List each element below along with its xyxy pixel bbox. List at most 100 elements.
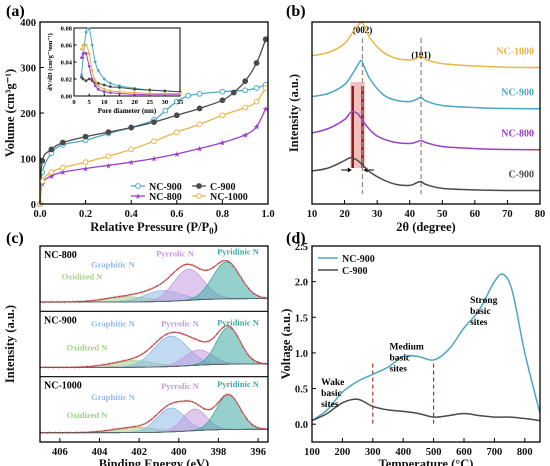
inset-data-point	[81, 77, 85, 81]
inset-frame	[73, 27, 181, 97]
data-point	[253, 60, 260, 66]
data-point	[48, 146, 55, 153]
y-tick-label: 0.0	[295, 420, 308, 431]
inset-data-point	[118, 86, 121, 89]
x-tick-label: 70	[502, 209, 513, 220]
panel-a-letter: (a)	[6, 3, 25, 20]
x-tick-label: 80	[535, 209, 546, 220]
data-point: ★	[242, 131, 249, 140]
raw-data	[39, 259, 269, 305]
inset-data-point	[93, 79, 97, 83]
inset-data-point	[90, 69, 94, 72]
region-annotation: basic	[390, 353, 411, 363]
data-point	[219, 97, 226, 104]
subpanel: NC-1000 Oxidized N Graphitic N Pyrrolic N Py…	[39, 376, 269, 435]
region-annotation: Wake	[321, 378, 344, 388]
component-label: Pyridinic N	[217, 318, 260, 328]
panel-d: (d) 100 200 300 400 500 600 700 800 0.0 0.5 1.0 1.5 2…	[279, 230, 541, 466]
x-tick-label: 400	[395, 447, 411, 458]
region-annotation: basic	[321, 389, 342, 399]
raw-data	[39, 392, 269, 435]
inset-data-point	[87, 64, 91, 68]
inset-x-tick-label: 5	[88, 99, 92, 106]
subpanel: NC-800 Oxidized N Graphitic N Pyrrolic N Pyr…	[39, 246, 269, 305]
series-label: NC-900	[501, 88, 534, 99]
region-annotation: Strong	[470, 296, 498, 306]
data-point	[82, 133, 89, 140]
inset-data-point	[84, 43, 88, 47]
shift-band	[350, 82, 365, 168]
inset-data-point	[102, 83, 106, 87]
component-label: Pyrrolic N	[156, 248, 195, 258]
data-point: ★	[196, 144, 203, 153]
series-label: NC-1000	[496, 47, 534, 58]
y-tick-label: 2.5	[295, 242, 308, 253]
series-label: NC-800	[501, 129, 534, 140]
subpanel-label: NC-1000	[44, 381, 82, 392]
x-tick-label: 500	[426, 447, 442, 458]
inset-data-point	[178, 92, 182, 95]
inset-data-point	[80, 73, 83, 77]
y-axis-title: Intensity (a.u.)	[287, 74, 301, 152]
data-point	[196, 90, 203, 97]
panel-b: (b) 10 20 30 40 50 60 70 80 2θ (degree) Intensity …	[286, 3, 545, 234]
component-label: Graphitic N	[91, 259, 136, 269]
inset-data-point	[96, 69, 100, 72]
data-point	[48, 169, 55, 176]
inset-data-point	[80, 56, 83, 60]
x-tick-label: 700	[487, 447, 503, 458]
y-tick-label: 400	[20, 18, 36, 29]
inset-data-point	[108, 89, 112, 93]
x-tick-label: 0.0	[33, 209, 46, 220]
background-line	[40, 363, 268, 368]
data-point	[173, 98, 180, 105]
x-axis-title: Relative Pressure (P/P0)	[90, 220, 218, 236]
component-label: Pyrrolic N	[161, 381, 200, 391]
legend-label: NC-800	[149, 192, 182, 203]
data-point	[230, 89, 237, 96]
inset-x-tick-label: 30	[162, 99, 169, 106]
series-line	[311, 110, 541, 151]
component-label: Oxidized N	[67, 410, 109, 420]
inset-data-point	[102, 77, 106, 81]
legend-marker	[196, 183, 202, 189]
inset-data-point	[133, 87, 136, 91]
legend-marker	[196, 193, 202, 199]
x-axis-title: 2θ (degree)	[396, 220, 455, 234]
data-point: ★	[253, 123, 260, 132]
inset-data-point	[96, 81, 100, 85]
inset-data-point	[87, 77, 91, 81]
data-point	[173, 129, 180, 136]
inset-data-point	[87, 52, 91, 55]
legend-label: C-900	[210, 182, 236, 193]
x-tick-label: 398	[211, 447, 227, 458]
panel-d-frame	[311, 245, 541, 443]
data-point: ★	[150, 155, 157, 164]
inset-x-title: Pore diameter (nm)	[98, 107, 157, 115]
component-label: Graphitic N	[91, 392, 136, 402]
subpanel-label: NC-800	[44, 250, 77, 261]
y-tick-label: 200	[20, 109, 36, 120]
series-line	[311, 398, 541, 422]
y-tick-label: 1.0	[295, 349, 308, 360]
inset-data-point	[81, 52, 85, 55]
x-tick-label: 396	[250, 447, 266, 458]
series-line	[39, 108, 267, 205]
data-point	[151, 119, 157, 125]
inset-y-tick-label: 0.02	[61, 77, 72, 84]
x-tick-label: 30	[372, 209, 383, 220]
inset-data-point	[93, 84, 97, 88]
raw-data	[39, 324, 269, 370]
legend-label: NC-900	[149, 182, 182, 193]
legend-label: C-900	[342, 266, 368, 277]
x-tick-label: 402	[131, 447, 147, 458]
x-tick-label: 0.8	[216, 209, 229, 220]
data-point	[219, 88, 226, 95]
data-point	[242, 87, 249, 94]
y-axis-title: Voltage (a.u.)	[279, 309, 293, 380]
inset-x-tick-label: 10	[101, 99, 108, 106]
y-tick-label: 300	[20, 64, 36, 75]
inset-data-point	[118, 90, 121, 94]
inset-data-point	[96, 84, 100, 88]
data-point: ★	[105, 161, 112, 170]
